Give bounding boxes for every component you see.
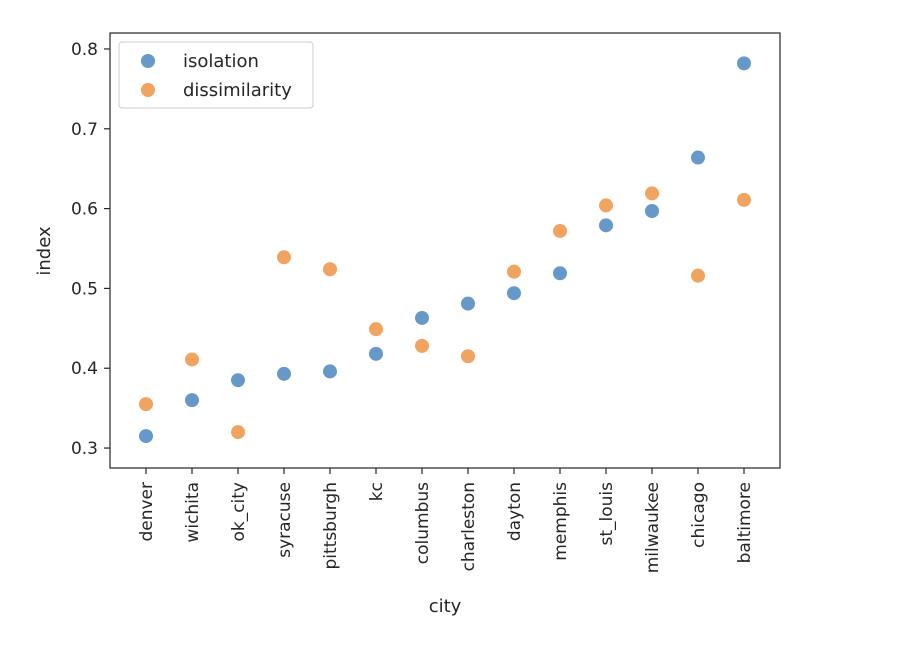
point-isolation-charleston bbox=[461, 296, 475, 311]
point-isolation-columbus bbox=[415, 310, 429, 325]
point-dissimilarity-st_louis bbox=[599, 198, 613, 213]
point-isolation-st_louis bbox=[599, 218, 613, 233]
point-dissimilarity-syracuse bbox=[277, 250, 291, 265]
point-dissimilarity-ok_city bbox=[231, 425, 245, 440]
point-dissimilarity-columbus bbox=[415, 338, 429, 353]
y-tick-label: 0.7 bbox=[71, 120, 98, 140]
point-isolation-kc bbox=[369, 346, 383, 361]
point-dissimilarity-memphis bbox=[553, 223, 567, 238]
point-isolation-chicago bbox=[691, 150, 705, 165]
point-dissimilarity-chicago bbox=[691, 268, 705, 283]
data-points bbox=[139, 56, 751, 444]
legend-marker-isolation bbox=[141, 54, 155, 68]
y-tick-label: 0.8 bbox=[71, 40, 98, 60]
x-axis-ticks: denver wichita ok_city syracuse pittsburgh kc… bbox=[137, 468, 755, 573]
x-tick-label: chicago bbox=[689, 482, 709, 548]
point-dissimilarity-denver bbox=[139, 397, 153, 412]
point-isolation-dayton bbox=[507, 286, 521, 301]
x-tick-label: kc bbox=[367, 482, 387, 501]
x-tick-label: syracuse bbox=[275, 482, 295, 558]
point-dissimilarity-milwaukee bbox=[645, 186, 659, 201]
point-isolation-pittsburgh bbox=[323, 364, 337, 379]
point-isolation-syracuse bbox=[277, 366, 291, 381]
y-axis-label: index bbox=[34, 226, 55, 276]
y-tick-label: 0.3 bbox=[71, 439, 98, 459]
x-axis-label: city bbox=[429, 596, 462, 617]
point-isolation-ok_city bbox=[231, 373, 245, 388]
point-isolation-baltimore bbox=[737, 56, 751, 71]
point-dissimilarity-baltimore bbox=[737, 192, 751, 207]
legend-box bbox=[118, 41, 314, 109]
x-tick-label: dayton bbox=[505, 482, 525, 541]
x-tick-label: wichita bbox=[183, 482, 203, 543]
x-tick-label: st_louis bbox=[597, 482, 617, 546]
point-isolation-milwaukee bbox=[645, 203, 659, 218]
x-tick-label: baltimore bbox=[735, 482, 755, 563]
y-axis-ticks: 0.3 0.4 0.5 0.6 0.7 0.8 bbox=[71, 40, 110, 459]
legend: isolation dissimilarity bbox=[118, 41, 314, 109]
y-tick-label: 0.6 bbox=[71, 200, 98, 220]
legend-label-dissimilarity: dissimilarity bbox=[183, 80, 292, 101]
x-tick-label: pittsburgh bbox=[321, 482, 341, 570]
legend-label-isolation: isolation bbox=[183, 51, 259, 72]
point-isolation-denver bbox=[139, 429, 153, 444]
point-dissimilarity-kc bbox=[369, 322, 383, 337]
y-tick-label: 0.5 bbox=[71, 279, 98, 299]
x-tick-label: memphis bbox=[551, 482, 571, 561]
point-isolation-wichita bbox=[185, 393, 199, 408]
x-tick-label: charleston bbox=[459, 482, 479, 571]
legend-marker-dissimilarity bbox=[141, 83, 155, 97]
point-dissimilarity-wichita bbox=[185, 352, 199, 367]
x-tick-label: milwaukee bbox=[643, 482, 663, 573]
point-isolation-memphis bbox=[553, 266, 567, 281]
x-tick-label: columbus bbox=[413, 482, 433, 564]
point-dissimilarity-pittsburgh bbox=[323, 262, 337, 277]
y-tick-label: 0.4 bbox=[71, 359, 98, 379]
point-dissimilarity-charleston bbox=[461, 349, 475, 364]
x-tick-label: denver bbox=[137, 482, 157, 542]
x-tick-label: ok_city bbox=[229, 482, 249, 542]
point-dissimilarity-dayton bbox=[507, 264, 521, 279]
